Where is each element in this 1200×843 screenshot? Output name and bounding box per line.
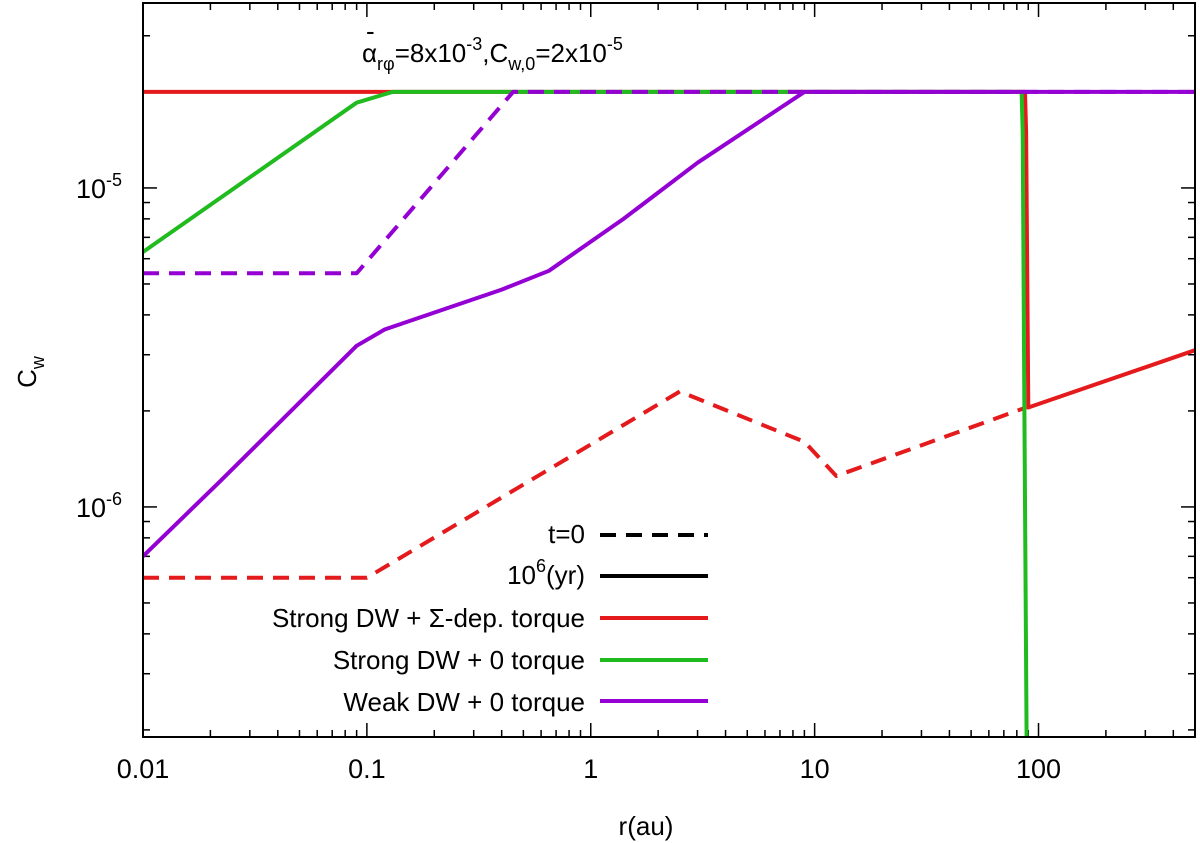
legend-label-strong-sigma: Strong DW + Σ-dep. torque bbox=[272, 603, 585, 633]
x-tick-label: 0.01 bbox=[117, 754, 170, 784]
annotation-text: αrφ=8x10-3,Cw,0=2x10-5 bbox=[362, 34, 623, 74]
plot-background bbox=[143, 3, 1195, 737]
annotation-alpha-bar: - bbox=[366, 16, 375, 46]
legend: t=0 106(yr) Strong DW + Σ-dep. torque St… bbox=[272, 519, 708, 717]
legend-label-1e6yr: 106(yr) bbox=[507, 556, 585, 590]
plot-frame bbox=[142, 2, 1196, 738]
y-tick-label: 10-6 bbox=[76, 489, 122, 523]
annotation: - αrφ=8x10-3,Cw,0=2x10-5 bbox=[362, 16, 623, 74]
series-line-0 bbox=[143, 389, 1027, 580]
x-tick-label: 100 bbox=[1016, 754, 1061, 784]
ticks-layer: 0.01 0.1 1 10 100 10-6 10-5 bbox=[76, 3, 1196, 784]
x-tick-label: 1 bbox=[583, 754, 598, 784]
series-layer bbox=[141, 89, 1196, 738]
series-line-4 bbox=[141, 89, 1195, 558]
legend-label-weak-zero: Weak DW + 0 torque bbox=[343, 687, 585, 717]
y-tick-label: 10-5 bbox=[76, 170, 122, 204]
x-tick-label: 0.1 bbox=[348, 754, 386, 784]
y-axis-title: Cw bbox=[12, 355, 48, 388]
x-tick-label: 10 bbox=[800, 754, 830, 784]
legend-label-strong-zero: Strong DW + 0 torque bbox=[333, 645, 585, 675]
legend-label-t0: t=0 bbox=[548, 519, 585, 549]
x-axis-title: r(au) bbox=[619, 811, 674, 841]
